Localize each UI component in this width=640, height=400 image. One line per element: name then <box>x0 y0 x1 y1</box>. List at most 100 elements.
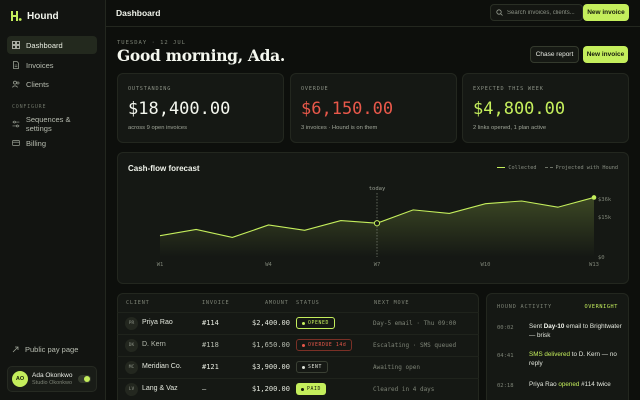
client-name: D. Kern <box>142 341 166 348</box>
new-invoice-button-top[interactable]: New invoice <box>583 4 629 21</box>
activity-time: 00:02 <box>497 325 514 331</box>
user-studio: Studio Okonkwo <box>32 379 73 386</box>
sidebar-item-label: Invoices <box>26 60 54 70</box>
client-name: Priya Rao <box>142 319 173 326</box>
legend-collected: Collected <box>497 165 537 171</box>
hound-logo-icon <box>11 11 22 21</box>
x-tick-label: W7 <box>374 262 381 268</box>
y-tick-label: $15k <box>598 215 612 221</box>
col-header-invoice: INVOICE <box>202 300 230 306</box>
next-move: Day-5 email · Thu 09:00 <box>373 320 457 327</box>
sidebar: Hound Dashboard Invoices Clients CONFIGU… <box>0 0 106 400</box>
invoice-amount: $1,200.00 <box>252 385 290 393</box>
invoice-number: #114 <box>202 319 219 327</box>
invoice-number: — <box>202 385 207 393</box>
topbar: Dashboard New invoice <box>106 0 640 27</box>
search-icon <box>496 9 503 16</box>
today-point <box>373 220 381 227</box>
invoice-number: #121 <box>202 363 219 371</box>
invoice-amount: $2,400.00 <box>252 319 290 327</box>
sidebar-item-label: Clients <box>26 79 49 89</box>
avatar: AO <box>12 371 28 387</box>
today-label: today <box>369 186 386 192</box>
col-header-client: CLIENT <box>126 300 150 306</box>
date-line: TUESDAY · 12 JUL <box>117 40 186 46</box>
x-tick-label: W4 <box>265 262 272 268</box>
client-name: Lang & Vaz <box>142 385 178 392</box>
kpi-label: EXPECTED THIS WEEK <box>473 86 544 92</box>
chart-legend: Collected Projected with Hound <box>497 165 618 171</box>
sidebar-item-sequences[interactable]: Sequences & settings <box>7 115 97 133</box>
client-avatar: LV <box>125 383 138 396</box>
table-row[interactable]: LV Lang & Vaz — $1,200.00 PAID Cleared i… <box>117 378 479 400</box>
sidebar-item-invoices[interactable]: Invoices <box>7 56 97 74</box>
activity-tag: OVERNIGHT <box>584 304 618 310</box>
status-badge: PAID <box>296 383 326 395</box>
y-tick-label: $36k <box>598 197 612 203</box>
legend-projected: Projected with Hound <box>544 165 618 171</box>
kpi-label: OVERDUE <box>301 86 329 92</box>
status-badge: SENT <box>296 361 328 373</box>
table-row[interactable]: MC Meridian Co. #121 $3,900.00 SENT Awai… <box>117 356 479 378</box>
x-tick-label: W1 <box>157 262 164 268</box>
theme-toggle[interactable] <box>78 375 91 383</box>
card-icon <box>12 140 20 146</box>
client-name: Meridian Co. <box>142 363 182 370</box>
app-name: Hound <box>27 10 59 22</box>
user-profile[interactable]: AO Ada Okonkwo Studio Okonkwo <box>7 366 97 392</box>
last-point <box>591 195 597 200</box>
document-icon <box>13 61 19 69</box>
status-badge: OPENED <box>296 317 335 329</box>
col-header-amount: AMOUNT <box>265 300 289 306</box>
kpi-value: $18,400.00 <box>128 99 231 119</box>
external-link-icon <box>12 346 19 353</box>
search-box[interactable] <box>490 4 583 21</box>
sidebar-item-label: Sequences & settings <box>25 115 71 133</box>
kpi-value: $6,150.00 <box>301 99 394 119</box>
sidebar-item-billing[interactable]: Billing <box>7 134 97 152</box>
greeting-headline: Good morning, Ada. <box>117 46 286 65</box>
kpi-card-overdue: OVERDUE $6,150.00 3 invoices · Hound is … <box>290 73 457 143</box>
user-name: Ada Okonkwo <box>32 372 73 380</box>
sidebar-item-clients[interactable]: Clients <box>7 75 97 93</box>
activity-item: Priya Rao opened #114 twice <box>529 381 611 388</box>
y-tick-label: $0 <box>598 255 605 261</box>
cashflow-chart: today W1 W4 W7 W10 W13 $36k $15k $0 <box>157 186 612 268</box>
grid-icon <box>12 41 20 49</box>
brand[interactable]: Hound <box>11 10 59 22</box>
table-row[interactable]: PR Priya Rao #114 $2,400.00 OPENED Day-5… <box>117 312 479 334</box>
section-label-configure: CONFIGURE <box>12 104 47 110</box>
next-move: Awaiting open <box>373 364 420 371</box>
activity-item: Sent Day-10 email to Brightwater — brisk <box>529 323 622 340</box>
x-tick-label: W13 <box>589 262 599 268</box>
activity-time: 02:18 <box>497 383 514 389</box>
public-pay-page-label: Public pay page <box>25 345 79 354</box>
col-header-next-move: NEXT MOVE <box>374 300 410 306</box>
public-pay-page-link[interactable]: Public pay page <box>12 345 78 354</box>
kpi-card-outstanding: OUTSTANDING $18,400.00 across 9 open inv… <box>117 73 284 143</box>
invoice-number: #118 <box>202 341 219 349</box>
activity-time: 04:41 <box>497 353 514 359</box>
search-input[interactable] <box>507 9 579 16</box>
client-avatar: MC <box>125 361 138 374</box>
activity-title: HOUND ACTIVITY <box>497 304 552 310</box>
client-avatar: PR <box>125 317 138 330</box>
kpi-sub: across 9 open invoices <box>128 125 187 131</box>
cashflow-chart-card: Cash-flow forecast Collected Projected w… <box>117 152 629 284</box>
new-invoice-button[interactable]: New invoice <box>583 46 628 63</box>
kpi-sub: 3 invoices · Hound is on them <box>301 125 378 131</box>
invoice-amount: $3,900.00 <box>252 363 290 371</box>
sidebar-item-dashboard[interactable]: Dashboard <box>7 36 97 54</box>
page-title: Dashboard <box>116 8 161 18</box>
status-badge: OVERDUE 14d <box>296 339 353 351</box>
kpi-label: OUTSTANDING <box>128 86 172 92</box>
invoices-table <box>117 293 479 400</box>
kpi-card-expected: EXPECTED THIS WEEK $4,800.00 2 links ope… <box>462 73 629 143</box>
chart-title: Cash-flow forecast <box>128 164 200 173</box>
kpi-value: $4,800.00 <box>473 99 566 119</box>
sliders-icon <box>12 120 20 128</box>
hound-activity-panel: HOUND ACTIVITY OVERNIGHT 00:02 Sent Day-… <box>486 293 629 400</box>
sidebar-item-label: Billing <box>26 138 47 148</box>
chase-report-button[interactable]: Chase report <box>530 46 579 63</box>
table-row[interactable]: DK D. Kern #118 $1,650.00 OVERDUE 14d Es… <box>117 334 479 356</box>
